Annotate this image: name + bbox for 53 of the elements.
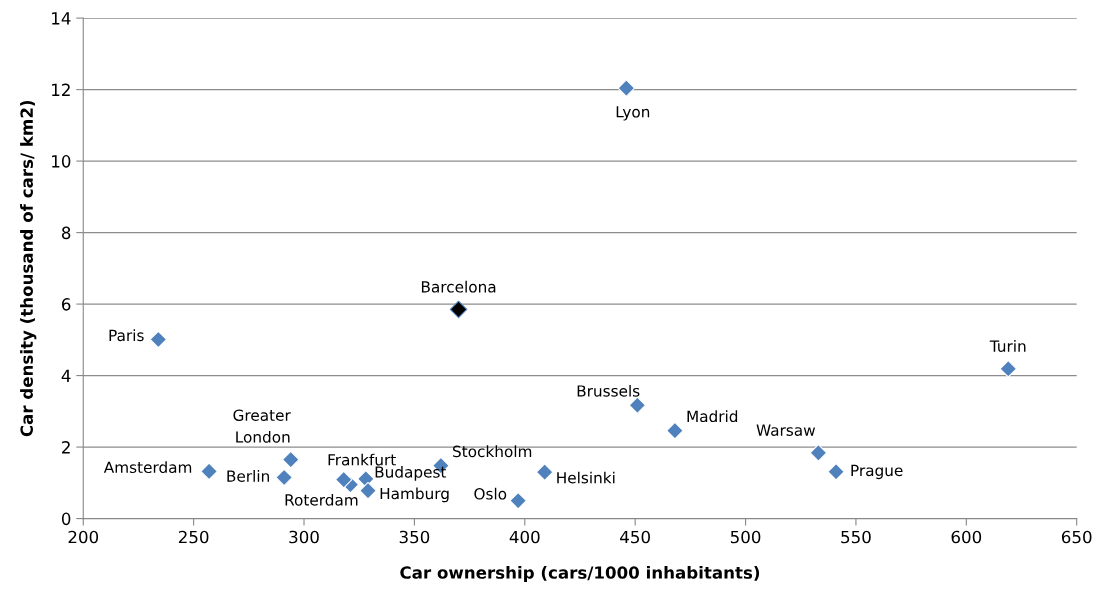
point <box>509 491 527 510</box>
point <box>535 463 554 481</box>
annotation: Lyon <box>616 106 650 121</box>
point <box>827 462 845 481</box>
y-tick-label: 12 <box>52 83 70 96</box>
annotation: Berlin <box>227 470 269 482</box>
annotation: Paris <box>109 329 144 342</box>
x-tick-label: 450 <box>620 530 650 544</box>
point <box>149 330 168 349</box>
x-tick-label: 200 <box>68 530 99 544</box>
x-tick-label: 250 <box>178 530 209 544</box>
annotation: Madrid <box>687 410 738 423</box>
annotation: Oslo <box>474 487 507 500</box>
annotation: Barcelona <box>421 280 496 293</box>
annotation: Helsinki <box>557 471 615 484</box>
x-tick-label: 550 <box>841 530 871 544</box>
x-tick-label: 500 <box>730 530 761 544</box>
x-tick-label: 600 <box>951 530 982 544</box>
annotation: Prague <box>851 464 903 480</box>
point <box>999 360 1018 378</box>
y-tick-label: 0 <box>61 512 71 526</box>
x-axis-title: Car ownership (cars/1000 inhabitants) <box>400 565 760 583</box>
y-axis-title: Car density (thousand of cars/ km2) <box>20 100 37 437</box>
point <box>449 300 468 319</box>
point <box>275 468 293 487</box>
point <box>200 462 218 481</box>
annotation: Budapest <box>375 465 447 481</box>
point <box>334 470 353 489</box>
x-tick-label: 300 <box>289 530 319 544</box>
point <box>666 421 684 440</box>
point <box>809 444 828 462</box>
y-tick-label: 8 <box>61 226 71 240</box>
y-tick-label: 6 <box>62 298 71 311</box>
x-tick-label: 400 <box>509 530 540 544</box>
annotation: Amsterdam <box>103 461 192 474</box>
annotation: Greater London <box>233 409 291 443</box>
annotation: Hamburg <box>380 487 449 503</box>
y-tick-label: 14 <box>52 12 71 25</box>
x-tick-label: 350 <box>399 530 430 544</box>
point <box>359 481 377 500</box>
point <box>628 396 647 415</box>
y-tick-label: 4 <box>61 369 71 382</box>
y-tick-label: 10 <box>52 155 71 168</box>
point <box>281 450 300 469</box>
y-tick-label: 2 <box>62 441 70 454</box>
annotation: Stockholm <box>453 445 532 458</box>
annotation: Warsaw <box>756 424 815 436</box>
annotation: Frankfurt <box>328 453 396 466</box>
annotation: Roterdam <box>285 493 358 506</box>
annotation: Turin <box>989 340 1026 352</box>
annotation: Brussels <box>577 384 640 397</box>
point <box>617 79 636 97</box>
x-tick-label: 650 <box>1061 530 1092 544</box>
